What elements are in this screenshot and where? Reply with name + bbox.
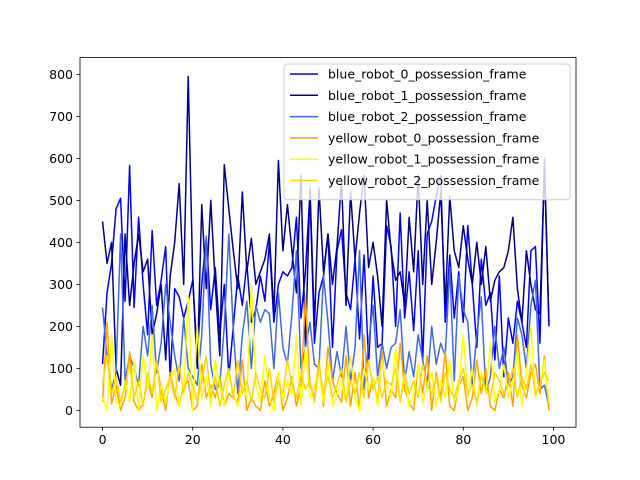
y-tick-label: 400 xyxy=(49,235,73,250)
legend-box xyxy=(283,63,571,201)
legend-label-5: yellow_robot_2_possession_frame xyxy=(328,173,540,188)
y-axis: 0 100 200 300 400 500 600 700 800 xyxy=(49,67,80,418)
x-tick-label: 20 xyxy=(185,432,201,447)
y-tick-label: 200 xyxy=(49,319,73,334)
x-tick-label: 100 xyxy=(542,432,566,447)
x-tick-label: 80 xyxy=(455,432,471,447)
x-tick-label: 40 xyxy=(275,432,291,447)
legend-label-4: yellow_robot_1_possession_frame xyxy=(328,152,540,167)
x-tick-label: 60 xyxy=(365,432,381,447)
y-tick-label: 0 xyxy=(65,403,73,418)
series-line-2 xyxy=(101,233,550,407)
legend-label-1: blue_robot_1_possession_frame xyxy=(328,88,527,103)
y-tick-label: 800 xyxy=(49,67,73,82)
y-tick-label: 100 xyxy=(49,361,73,376)
x-axis: 0 20 40 60 80 100 xyxy=(99,427,566,447)
legend: blue_robot_0_possession_frame blue_robot_… xyxy=(283,63,571,201)
legend-label-0: blue_robot_0_possession_frame xyxy=(328,67,527,82)
series-line-1 xyxy=(101,75,550,386)
y-tick-label: 500 xyxy=(49,193,73,208)
x-tick-label: 0 xyxy=(99,432,107,447)
legend-label-3: yellow_robot_0_possession_frame xyxy=(328,130,540,145)
plot-area xyxy=(101,75,550,412)
legend-label-2: blue_robot_2_possession_frame xyxy=(328,109,527,124)
y-tick-label: 300 xyxy=(49,277,73,292)
y-tick-label: 600 xyxy=(49,151,73,166)
series-line-5 xyxy=(101,355,550,407)
y-tick-label: 700 xyxy=(49,109,73,124)
